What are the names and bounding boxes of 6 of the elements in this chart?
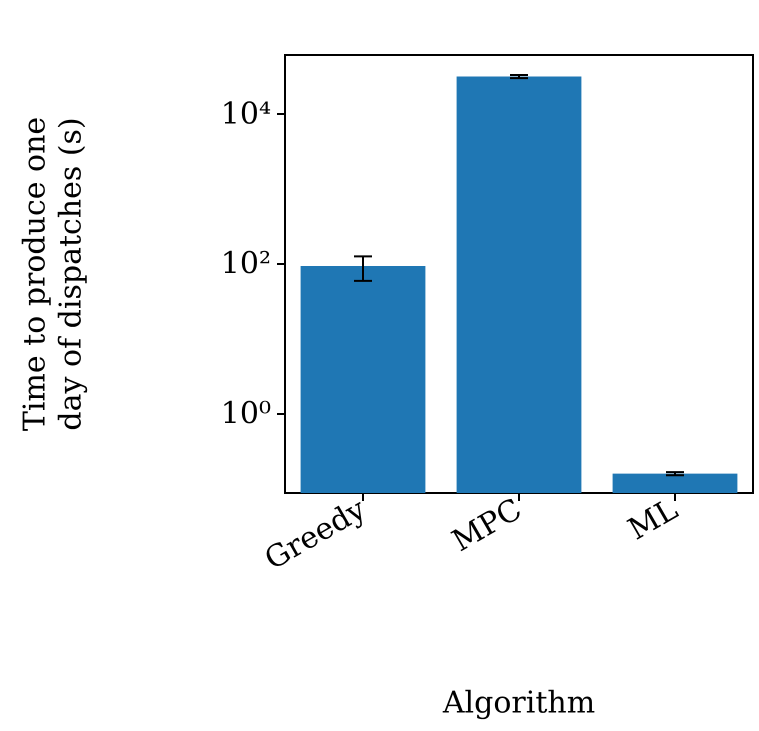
y-axis-title: Time to produce one day of dispatches (s) bbox=[18, 116, 88, 432]
x-tick-label: ML bbox=[622, 492, 684, 548]
y-tick-label: 10⁰ bbox=[220, 396, 271, 432]
y-tick-label: 10⁴ bbox=[220, 96, 271, 132]
x-axis-title: Algorithm bbox=[442, 686, 596, 720]
y-tick-label: 10² bbox=[220, 246, 271, 282]
